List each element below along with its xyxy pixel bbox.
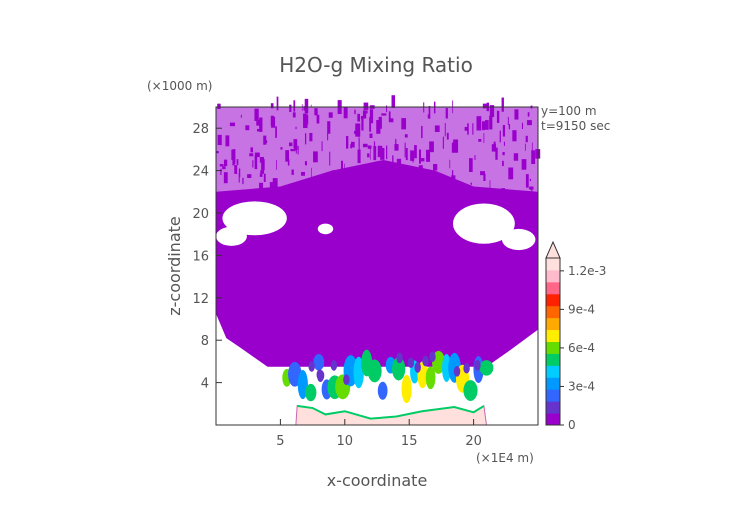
plot-frame xyxy=(215,106,539,426)
convective-cell xyxy=(377,381,388,400)
colorbar-tick-label: 1.2e-3 xyxy=(568,264,606,278)
upper-streak xyxy=(501,97,504,112)
convective-cell xyxy=(474,360,481,371)
colorbar-swatch xyxy=(546,317,560,331)
colorbar-swatch xyxy=(546,377,560,390)
colorbar-tick-label: 0 xyxy=(568,418,576,432)
upper-streak xyxy=(310,104,312,108)
y-tick-label: 28 xyxy=(192,122,209,137)
upper-streak xyxy=(270,103,274,109)
convective-cell xyxy=(441,354,452,382)
colorbar-swatch xyxy=(546,341,560,354)
upper-streak xyxy=(363,102,369,110)
colorbar-swatch xyxy=(546,305,560,319)
convective-cell xyxy=(453,366,461,377)
x-tick-label: 15 xyxy=(401,434,418,449)
upper-streak xyxy=(391,95,396,108)
chart-title: H2O-g Mixing Ratio xyxy=(279,53,473,77)
upper-streak xyxy=(521,190,524,197)
x-axis: 5 10 15 20 xyxy=(276,419,482,449)
convective-cell xyxy=(305,383,317,402)
y-tick-label: 24 xyxy=(192,165,209,180)
convective-cell xyxy=(425,366,436,390)
convective-cell xyxy=(367,359,382,383)
colorbar-swatch xyxy=(546,269,560,283)
upper-dry-layer xyxy=(216,107,538,192)
y-tick-label: 16 xyxy=(192,249,209,264)
colorbar-swatch xyxy=(546,413,560,426)
y-tick-label: 4 xyxy=(201,377,209,392)
y-unit-label: (×1000 m) xyxy=(147,79,212,93)
convective-cell xyxy=(396,352,403,364)
dry-patch xyxy=(501,228,536,251)
colorbar-swatch xyxy=(546,353,560,366)
convective-cell xyxy=(308,361,315,372)
dry-patch xyxy=(222,201,287,236)
upper-streak xyxy=(426,191,428,197)
x-tick-label: 10 xyxy=(337,434,354,449)
surface-contour xyxy=(297,404,485,420)
colorbar-swatch xyxy=(546,293,560,307)
convective-cell xyxy=(401,374,412,404)
upper-streak xyxy=(293,100,296,112)
upper-streak xyxy=(431,186,434,197)
convective-cell xyxy=(343,374,350,385)
colorbar-swatch xyxy=(546,329,560,342)
colorbar-swatch xyxy=(546,389,560,402)
humid-layer xyxy=(216,160,538,367)
colorbar-swatch xyxy=(546,401,560,414)
convective-cell xyxy=(330,360,338,371)
colorbar-frame xyxy=(545,257,561,426)
y-tick-label: 12 xyxy=(192,292,209,307)
upper-streak xyxy=(276,96,279,111)
colorbar-swatch xyxy=(546,258,560,271)
upper-streak xyxy=(482,103,487,109)
mixing-ratio-field xyxy=(216,95,541,426)
annotation-t: t=9150 sec xyxy=(541,119,610,133)
dry-patch xyxy=(452,203,515,244)
convective-cell xyxy=(313,353,325,371)
convective-cell xyxy=(479,360,494,376)
colorbar-swatch xyxy=(546,281,560,295)
dry-patch xyxy=(216,226,247,246)
y-tick-label: 8 xyxy=(201,334,209,349)
y-tick-label: 20 xyxy=(192,207,209,222)
upper-streak xyxy=(470,189,474,195)
convective-cell xyxy=(463,362,470,374)
x-axis-label: x-coordinate xyxy=(327,471,428,490)
annotation-y: y=100 m xyxy=(541,104,597,118)
y-axis: 4 8 12 16 20 24 28 xyxy=(192,122,222,392)
convective-cell xyxy=(391,357,406,381)
convective-cell xyxy=(429,351,436,363)
convective-cell xyxy=(422,355,429,367)
convective-cell xyxy=(414,362,421,373)
colorbar: 0 3e-4 6e-4 9e-4 1.2e-3 xyxy=(545,240,606,432)
dry-patch xyxy=(317,223,334,235)
y-axis-label: z-coordinate xyxy=(165,216,184,316)
colorbar-extend-arrow xyxy=(545,240,561,259)
colorbar-swatch xyxy=(546,365,560,378)
colorbar-tick-label: 9e-4 xyxy=(568,302,595,316)
colorbar-tick-label: 3e-4 xyxy=(568,379,595,393)
x-tick-label: 5 xyxy=(276,434,284,449)
upper-streak xyxy=(442,189,445,196)
upper-streak xyxy=(217,103,221,109)
convective-cell xyxy=(316,369,323,380)
convective-cell xyxy=(407,357,415,369)
convective-cell xyxy=(463,380,478,401)
upper-streak xyxy=(304,98,309,114)
x-unit-label: (×1E4 m) xyxy=(476,451,534,465)
x-tick-label: 20 xyxy=(465,434,482,449)
colorbar-tick-label: 6e-4 xyxy=(568,341,595,355)
